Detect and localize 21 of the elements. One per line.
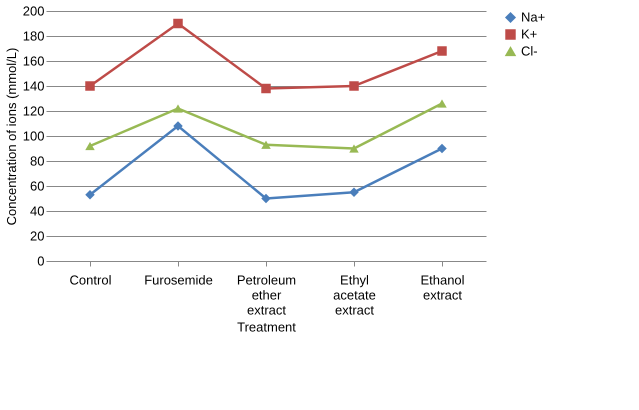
y-tick-label: 100 <box>22 128 44 144</box>
x-tick-label: Ethyl acetate extract <box>333 272 376 318</box>
x-tick-label: Ethanol extract <box>420 272 465 302</box>
legend-label: Na+ <box>521 10 546 24</box>
x-axis-title: Treatment <box>237 320 296 334</box>
legend-label: K+ <box>521 26 538 42</box>
y-tick-label: 0 <box>37 254 44 268</box>
y-tick-label: 120 <box>22 104 44 118</box>
y-tick-label: 200 <box>22 4 44 18</box>
legend-label: Cl- <box>521 44 538 58</box>
y-tick-label: 140 <box>22 78 44 94</box>
x-tick-label: Control <box>70 272 112 288</box>
y-tick-label: 20 <box>30 228 44 244</box>
y-tick-label: 180 <box>22 28 44 44</box>
y-axis-title: Concentration of ions (mmol/L) <box>4 48 19 226</box>
y-tick-label: 80 <box>30 154 44 168</box>
y-tick-label: 160 <box>22 54 44 68</box>
y-tick-label: 40 <box>30 204 44 218</box>
x-tick-label: Petroleum ether extract <box>236 272 296 318</box>
x-tick-label: Furosemide <box>144 272 213 288</box>
y-tick-label: 60 <box>30 178 44 194</box>
